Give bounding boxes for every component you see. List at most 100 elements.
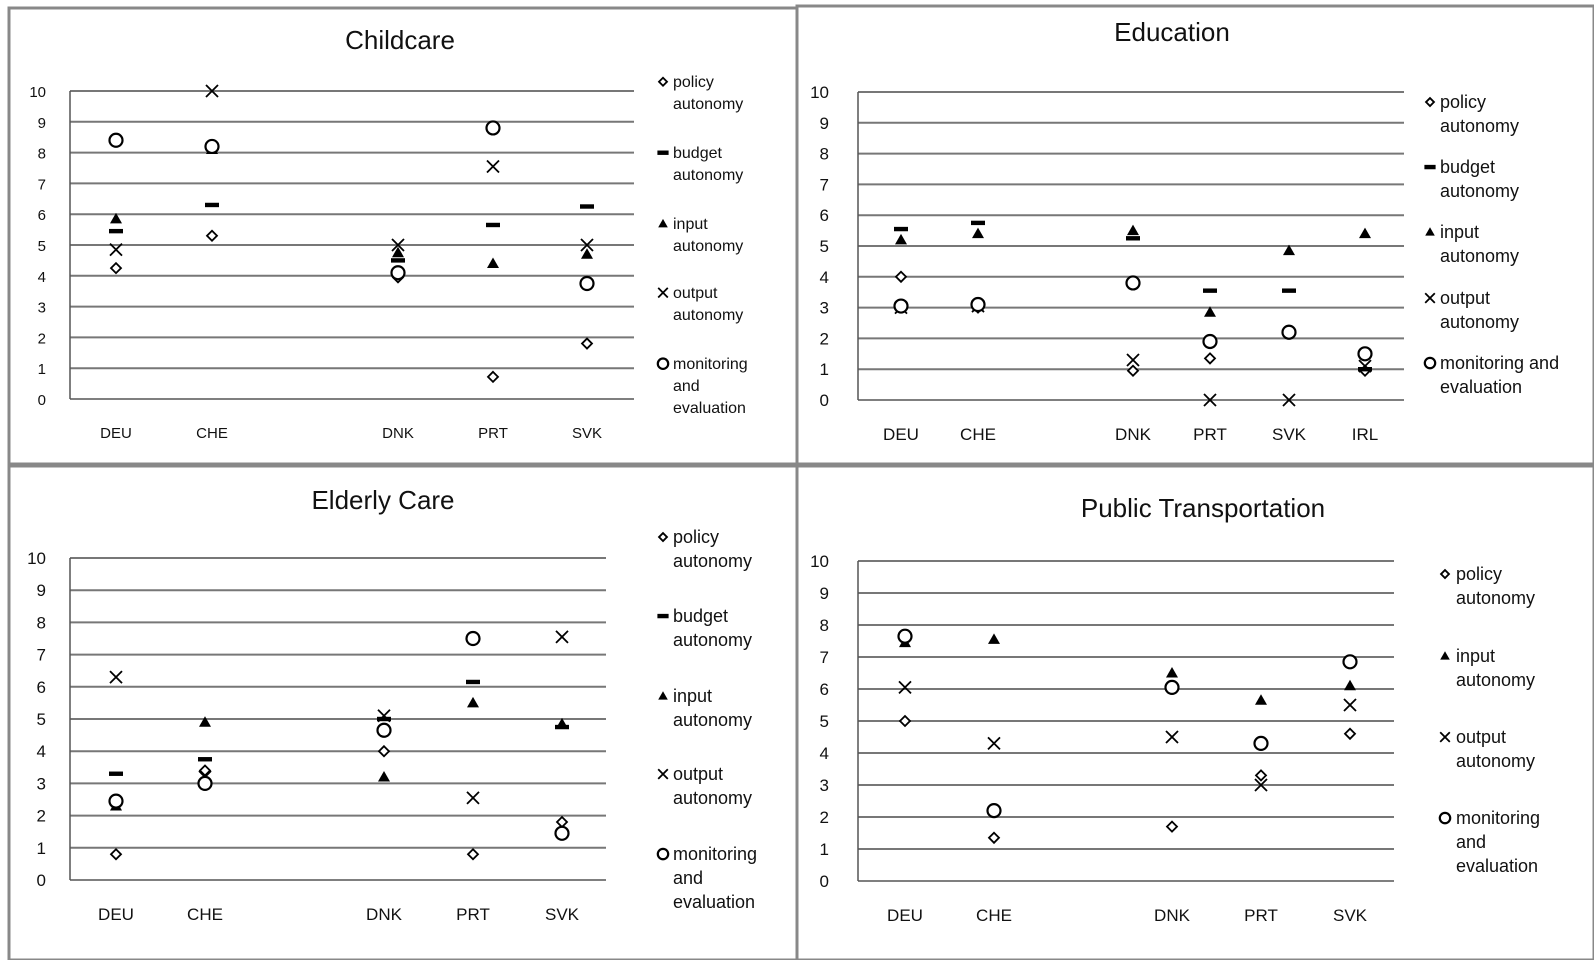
chart-title: Education — [1114, 17, 1230, 47]
y-tick-label: 4 — [37, 742, 46, 761]
data-point-dash — [205, 202, 219, 208]
data-point-triangle — [581, 248, 593, 259]
y-tick-label: 4 — [820, 744, 829, 763]
y-tick-label: 9 — [820, 114, 829, 133]
legend-label: budget — [673, 606, 728, 626]
data-point-x — [1254, 778, 1268, 792]
y-tick-label: 2 — [820, 329, 829, 348]
data-point-diamond — [555, 815, 569, 829]
y-tick-label: 3 — [820, 776, 829, 795]
data-point-x — [205, 84, 219, 98]
data-point-diamond — [109, 847, 123, 861]
x-tick-label: DNK — [366, 905, 403, 924]
legend-marker-triangle — [658, 218, 668, 228]
data-point-circle — [579, 275, 595, 292]
data-point-triangle — [110, 212, 122, 224]
data-point-dash — [109, 771, 123, 776]
y-tick-label: 6 — [37, 678, 46, 697]
data-point-x — [377, 709, 391, 723]
x-tick-label: SVK — [545, 905, 580, 924]
legend-marker-circle — [656, 357, 670, 371]
legend-marker-circle — [656, 847, 670, 861]
data-point-diamond — [377, 744, 391, 758]
data-point-dash — [894, 226, 908, 232]
x-tick-label: PRT — [456, 905, 490, 924]
legend-label: monitoring — [673, 356, 748, 373]
y-tick-label: 6 — [820, 680, 829, 699]
y-tick-label: 5 — [38, 238, 46, 255]
legend-marker-triangle — [1425, 227, 1435, 236]
legend-label: policy — [673, 527, 719, 547]
data-point-circle — [1253, 735, 1269, 752]
data-point-circle — [893, 298, 909, 314]
data-point-triangle — [1127, 224, 1139, 236]
y-tick-label: 2 — [38, 330, 46, 347]
data-point-triangle — [392, 246, 404, 258]
data-point-diamond — [1126, 364, 1140, 378]
data-point-circle — [485, 120, 501, 136]
data-point-diamond — [486, 370, 500, 384]
data-point-dash — [377, 716, 391, 722]
legend-label: autonomy — [1440, 312, 1519, 332]
legend-label: autonomy — [1456, 751, 1535, 771]
data-point-diamond — [466, 847, 480, 861]
legend-label: autonomy — [673, 551, 752, 571]
y-tick-label: 10 — [810, 83, 829, 102]
legend-label: and — [1456, 832, 1486, 852]
legend-label: evaluation — [673, 400, 746, 417]
x-tick-label: DEU — [887, 906, 923, 925]
x-tick-label: DNK — [1154, 906, 1191, 925]
legend-label: evaluation — [1456, 856, 1538, 876]
data-point-x — [987, 736, 1001, 751]
data-point-circle — [390, 265, 406, 281]
data-point-circle — [197, 775, 213, 792]
x-tick-label: CHE — [187, 905, 223, 924]
data-point-triangle — [972, 227, 984, 239]
y-tick-label: 7 — [820, 175, 829, 194]
data-point-triangle — [556, 717, 568, 729]
x-tick-label: DEU — [98, 905, 134, 924]
data-point-circle — [108, 132, 124, 148]
data-point-dash — [466, 679, 480, 685]
data-point-x — [391, 238, 405, 252]
x-tick-label: DNK — [1115, 425, 1152, 444]
data-point-triangle — [199, 716, 211, 727]
data-point-diamond — [1165, 820, 1179, 833]
data-point-dash — [109, 228, 123, 234]
legend-marker-circle — [1438, 811, 1452, 825]
data-point-triangle — [1255, 694, 1267, 705]
y-tick-label: 8 — [820, 145, 829, 164]
chart-title: Elderly Care — [311, 485, 454, 515]
legend-label: autonomy — [1456, 670, 1535, 690]
data-point-dash — [580, 204, 594, 209]
data-point-dash — [1203, 288, 1217, 293]
legend-label: evaluation — [673, 892, 755, 912]
x-tick-label: PRT — [1193, 425, 1227, 444]
legend-marker-triangle — [658, 691, 668, 700]
y-tick-label: 0 — [38, 392, 46, 409]
y-tick-label: 5 — [37, 710, 46, 729]
y-tick-label: 1 — [820, 840, 829, 859]
data-point-x — [1203, 393, 1217, 407]
legend-label: autonomy — [673, 710, 752, 730]
data-point-dash — [971, 220, 985, 226]
legend-marker-diamond — [1439, 568, 1451, 580]
legend-label: input — [673, 686, 712, 706]
data-point-dash — [1282, 288, 1296, 293]
data-point-diamond — [1203, 352, 1217, 365]
legend-label: policy — [1456, 564, 1502, 584]
legend-label: monitoring — [673, 844, 757, 864]
legend-label: autonomy — [673, 630, 752, 650]
legend-label: input — [1456, 646, 1495, 666]
legend-label: autonomy — [673, 307, 743, 324]
y-tick-label: 9 — [820, 584, 829, 603]
x-tick-label: IRL — [1352, 425, 1378, 444]
data-point-x — [486, 159, 500, 174]
y-tick-label: 4 — [38, 269, 46, 286]
legend-label: budget — [673, 145, 722, 162]
legend-label: output — [1456, 727, 1506, 747]
data-point-dash — [486, 222, 500, 228]
x-tick-label: DEU — [883, 425, 919, 444]
data-point-x — [109, 670, 123, 684]
